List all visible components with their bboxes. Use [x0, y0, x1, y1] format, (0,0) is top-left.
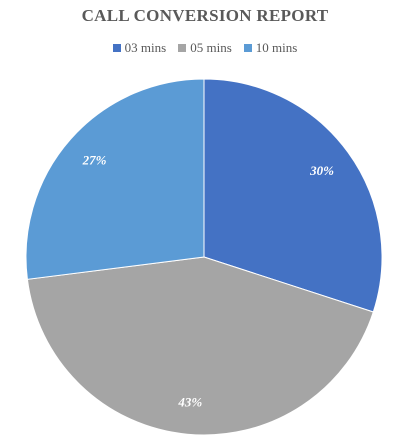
pie-slice — [26, 256, 374, 436]
pie-slice — [203, 78, 383, 313]
legend-item: 03 mins — [112, 40, 167, 56]
legend-item: 05 mins — [178, 40, 232, 56]
pie-slice — [25, 78, 205, 280]
legend-swatch — [112, 44, 121, 52]
data-label: 43% — [177, 394, 202, 409]
chart-title: CALL CONVERSION REPORT — [81, 6, 329, 25]
legend-swatch — [243, 44, 252, 52]
legend-swatch — [178, 44, 187, 52]
legend: 03 mins 05 mins 10 mins — [0, 40, 410, 56]
legend-item: 10 mins — [243, 40, 298, 56]
data-label: 30% — [309, 163, 334, 178]
legend-label: 10 mins — [255, 40, 298, 55]
data-label: 27% — [82, 152, 107, 167]
legend-label: 03 mins — [124, 40, 167, 55]
legend-label: 05 mins — [190, 40, 232, 55]
